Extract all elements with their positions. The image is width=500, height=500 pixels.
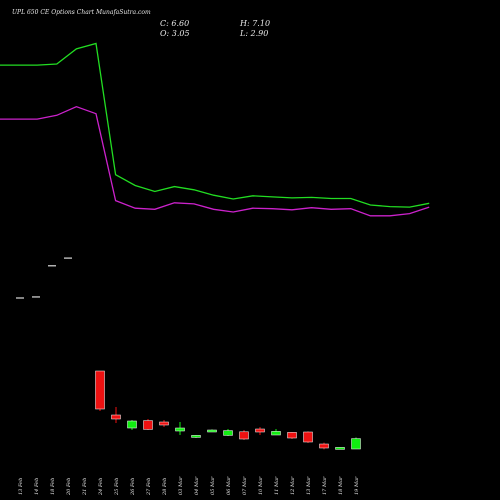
- candle-body-6: [111, 414, 121, 420]
- candle-body-13: [223, 430, 233, 436]
- candles-layer: [95, 370, 361, 450]
- high-readout: H: 7.10: [240, 19, 271, 28]
- date-label-7: 26 Feb: [130, 478, 136, 496]
- date-label-18: 13 Mar: [306, 476, 312, 495]
- date-label-12: 05 Mar: [210, 476, 216, 495]
- date-label-0: 13 Feb: [18, 478, 24, 495]
- date-label-17: 12 Mar: [290, 476, 296, 495]
- date-label-3: 20 Feb: [66, 478, 72, 496]
- upper-band-line: [0, 42, 430, 208]
- candle-body-10: [175, 427, 185, 432]
- date-label-1: 14 Feb: [34, 478, 40, 495]
- candle-body-8: [143, 420, 153, 430]
- date-label-11: 04 Mar: [194, 476, 200, 495]
- candle-body-17: [287, 432, 297, 439]
- date-label-16: 11 Mar: [274, 476, 280, 495]
- candle-body-12: [207, 429, 217, 433]
- date-label-2: 18 Feb: [50, 478, 56, 495]
- bands-layer: [0, 42, 430, 217]
- date-label-19: 17 Mar: [322, 476, 328, 495]
- candle-body-19: [319, 443, 329, 449]
- candle-body-7: [127, 420, 137, 429]
- candle-body-18: [303, 431, 313, 443]
- date-label-8: 27 Feb: [146, 478, 152, 496]
- date-label-5: 24 Feb: [98, 478, 104, 496]
- date-label-20: 18 Mar: [338, 476, 344, 495]
- date-label-4: 21 Feb: [82, 478, 88, 496]
- open-readout: O: 3.05: [160, 29, 190, 38]
- candle-body-16: [271, 431, 281, 436]
- date-label-9: 28 Feb: [162, 478, 168, 496]
- ticks-layer: [16, 257, 72, 299]
- close-readout: C: 6.60: [160, 19, 190, 28]
- date-label-14: 07 Mar: [242, 476, 248, 495]
- chart-title: UPL 650 CE Options Chart MunafaSutra.com: [12, 9, 151, 16]
- date-label-15: 10 Mar: [258, 476, 264, 495]
- candle-body-21: [351, 438, 361, 450]
- date-label-21: 19 Mar: [354, 476, 360, 495]
- lower-band-line: [0, 106, 430, 217]
- date-labels-layer: 13 Feb 14 Feb 18 Feb 20 Feb 21 Feb 24 Feb 25 F…: [18, 476, 360, 496]
- candle-body-5: [95, 370, 105, 410]
- candle-body-9: [159, 421, 169, 426]
- candle-body-15: [255, 428, 265, 433]
- date-label-13: 06 Mar: [226, 476, 232, 495]
- candle-body-14: [239, 431, 249, 440]
- candle-body-11: [191, 435, 201, 438]
- candle-body-20: [335, 447, 345, 450]
- date-label-10: 03 Mar: [178, 476, 184, 495]
- low-readout: L: 2.90: [240, 29, 269, 38]
- date-label-6: 25 Feb: [114, 478, 120, 496]
